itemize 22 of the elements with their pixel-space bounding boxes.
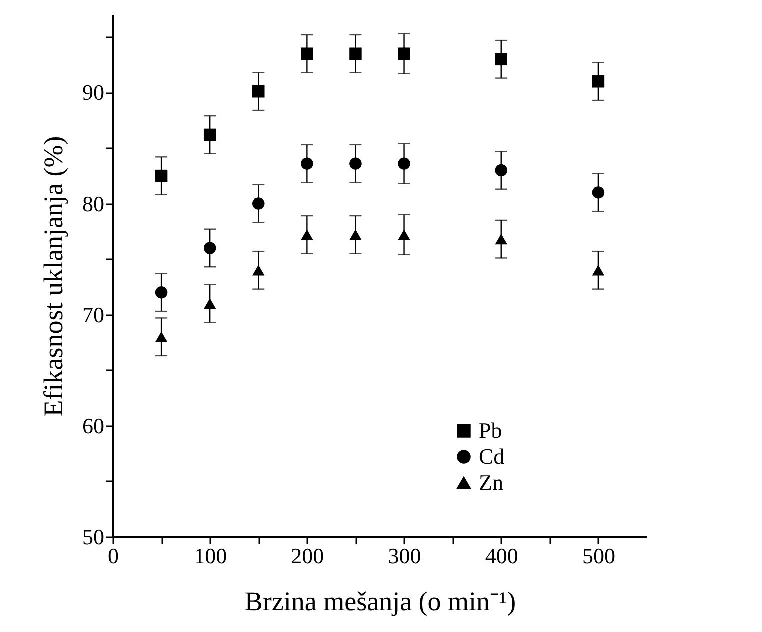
x-tick-label: 300 bbox=[388, 544, 422, 568]
point bbox=[350, 48, 362, 60]
point bbox=[301, 48, 314, 60]
legend-label: Pb bbox=[479, 418, 502, 443]
point bbox=[495, 53, 508, 66]
legend-label: Cd bbox=[479, 444, 505, 469]
x-axis-title: Brzina mešanja (o min⁻¹) bbox=[244, 586, 516, 616]
y-axis-title: Efikasnost uklanjanja (%) bbox=[38, 136, 68, 417]
legend-label: Zn bbox=[479, 470, 504, 495]
point bbox=[398, 48, 410, 60]
x-tick-label: 400 bbox=[485, 544, 518, 568]
y-tick-label: 50 bbox=[82, 524, 104, 550]
point bbox=[252, 86, 265, 98]
x-tick-label: 0 bbox=[108, 544, 119, 568]
y-tick-label: 90 bbox=[82, 80, 104, 106]
point bbox=[592, 76, 605, 88]
x-tick-label: 100 bbox=[194, 544, 228, 568]
x-tick-label: 200 bbox=[291, 544, 324, 568]
y-tick-label: 60 bbox=[82, 413, 104, 438]
y-tick-label: 80 bbox=[82, 191, 104, 216]
x-tick-label: 500 bbox=[582, 544, 616, 568]
y-tick-label: 70 bbox=[82, 302, 104, 328]
